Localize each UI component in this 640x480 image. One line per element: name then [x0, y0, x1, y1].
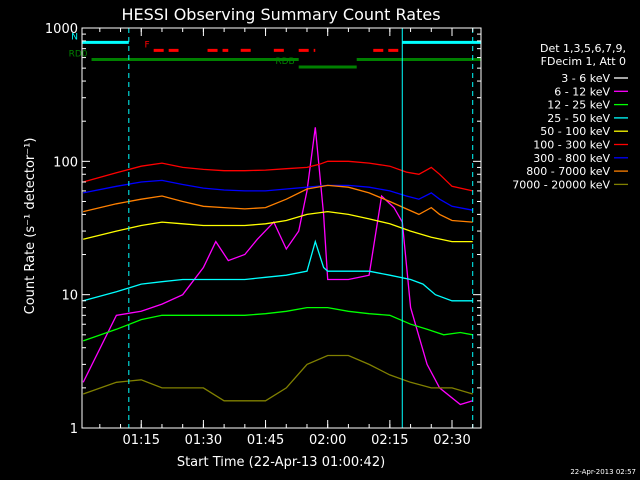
- legend-entry-label-7: 300 - 800 keV: [533, 152, 610, 165]
- legend-entry-label-1: 3 - 6 keV: [561, 72, 610, 85]
- legend-entry-label-5: 50 - 100 keV: [540, 125, 610, 138]
- legend-header-line-1: Det 1,3,5,6,7,9,: [540, 42, 626, 55]
- legend-header-line-2: FDecim 1, Att 0: [541, 55, 626, 68]
- x-axis-label: Start Time (22-Apr-13 01:00:42): [177, 455, 385, 470]
- series-line-1: [82, 190, 473, 406]
- y-tick-label: 1000: [45, 22, 78, 37]
- series-layer: [82, 127, 473, 406]
- x-tick-label: 01:30: [185, 433, 222, 448]
- y-tick-label: 1: [70, 422, 78, 437]
- series-line-7: [83, 179, 473, 211]
- plot-frame: [81, 27, 482, 429]
- footer-date: 22-Apr-2013 02:57: [570, 468, 636, 476]
- axis-layer: 01:15 01:30 01:45 02:00 02:15 02:30 1 10 100 1000: [45, 22, 481, 448]
- x-tick-label: 01:45: [247, 433, 284, 448]
- legend-entry-label-6: 100 - 300 keV: [533, 139, 610, 152]
- legend-entry-label-4: 25 - 50 keV: [547, 112, 610, 125]
- legend-entry-label-9: 7000 - 20000 keV: [512, 178, 610, 191]
- y-tick-label: 100: [53, 155, 78, 170]
- chart-title: HESSI Observing Summary Count Rates: [121, 5, 440, 24]
- legend-entry-label-3: 12 - 25 keV: [547, 99, 610, 112]
- series-line-9: [82, 354, 473, 402]
- vline-layer: [81, 28, 474, 428]
- annotation-label-n: N: [71, 32, 78, 42]
- legend-entry-label-2: 6 - 12 keV: [554, 85, 610, 98]
- annotation-label-rd0: RD0: [69, 50, 88, 60]
- x-tick-label: 02:00: [309, 433, 346, 448]
- x-tick-label: 02:15: [371, 433, 408, 448]
- annotation-label-f: F: [144, 40, 149, 50]
- legend: Det 1,3,5,6,7,9, FDecim 1, Att 0 3 - 6 k…: [512, 42, 628, 191]
- legend-entry-label-8: 800 - 7000 keV: [526, 165, 610, 178]
- y-tick-label: 10: [61, 289, 78, 304]
- series-line-3: [82, 306, 473, 342]
- annotation-label-rdb: RDB: [275, 57, 294, 67]
- series-line-5: [83, 210, 473, 243]
- x-tick-label: 02:30: [433, 433, 470, 448]
- series-line-4: [83, 239, 473, 302]
- series-line-8: [83, 184, 473, 223]
- x-tick-label: 01:15: [123, 433, 160, 448]
- series-line-6: [83, 160, 473, 192]
- y-axis-label: Count Rate (s⁻¹ detector⁻¹): [23, 138, 38, 315]
- annotation-layer: N F RD0 RDB: [69, 32, 481, 69]
